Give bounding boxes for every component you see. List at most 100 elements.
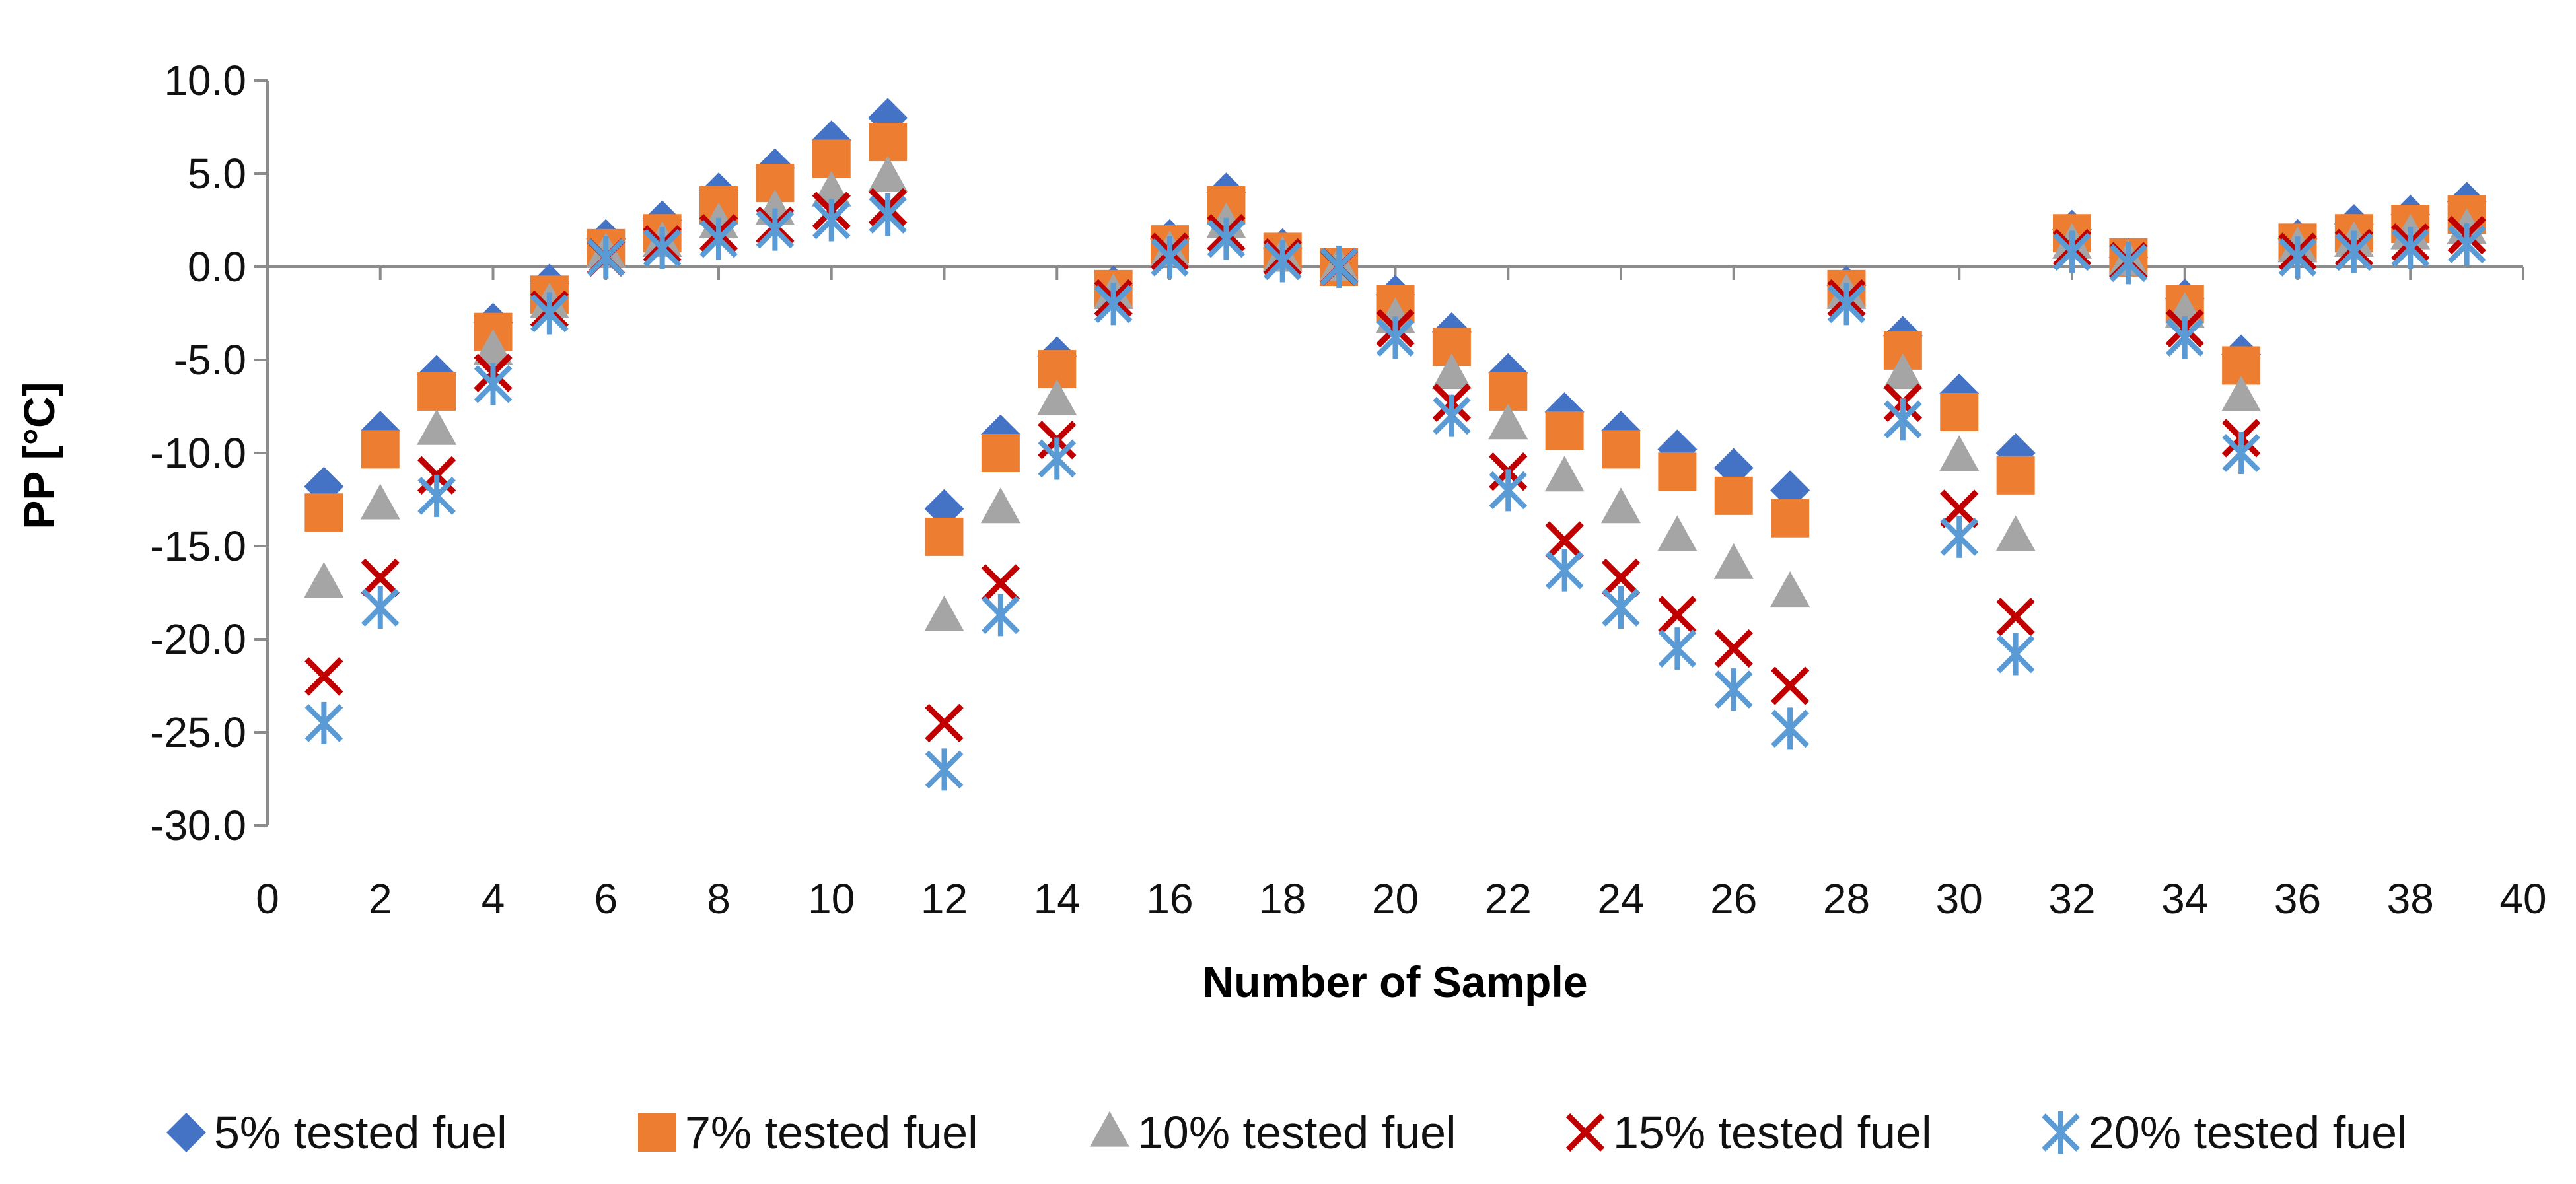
x-tick-label: 20	[1372, 875, 1419, 923]
data-point	[1601, 558, 1641, 598]
data-point	[1602, 430, 1640, 469]
data-point	[1658, 627, 1697, 670]
legend-marker	[638, 1113, 676, 1152]
data-point	[2391, 226, 2430, 269]
x-tick-label: 2	[369, 875, 392, 923]
data-point	[1771, 707, 1809, 750]
legend-label: 20% tested fuel	[2089, 1107, 2408, 1158]
legend-marker	[1565, 1113, 1605, 1152]
data-point	[1094, 283, 1133, 326]
data-point	[360, 483, 400, 520]
y-tick-label: -20.0	[150, 615, 246, 663]
data-point	[587, 236, 626, 279]
y-tick-label: -15.0	[150, 522, 246, 570]
series-5	[304, 193, 2486, 791]
data-point	[1770, 666, 1810, 705]
data-point	[361, 558, 400, 598]
data-point	[1545, 549, 1584, 592]
x-tick-label: 18	[1259, 875, 1306, 923]
x-tick-label: 22	[1485, 875, 1532, 923]
legend-marker	[2042, 1111, 2080, 1154]
y-tick-label: 0.0	[188, 243, 246, 291]
data-point	[1995, 515, 2036, 551]
data-point	[304, 657, 343, 696]
x-tick-label: 28	[1823, 875, 1870, 923]
data-point	[1658, 452, 1697, 491]
data-point	[361, 586, 400, 629]
data-point	[1037, 379, 1077, 415]
x-tick-label: 26	[1710, 875, 1757, 923]
axes	[254, 79, 2524, 827]
data-point	[980, 487, 1020, 524]
data-point	[1320, 246, 1358, 288]
legend-label: 10% tested fuel	[1137, 1107, 1456, 1158]
data-point	[869, 193, 907, 236]
data-point	[417, 409, 457, 445]
data-point	[925, 748, 964, 791]
y-tick-label: -10.0	[150, 429, 246, 477]
x-tick-labels: 0 2 4 6 8 10 12 14 16 18 20 22 24 26 28 30 32 34 36 38 40	[256, 875, 2546, 923]
x-tick-label: 32	[2048, 875, 2095, 923]
data-point	[1488, 403, 1528, 440]
data-point	[1884, 398, 1922, 441]
y-tick-label: -5.0	[174, 336, 246, 384]
x-tick-label: 24	[1597, 875, 1644, 923]
data-point	[2165, 316, 2204, 359]
data-point	[1263, 240, 1302, 283]
data-point	[1601, 487, 1641, 524]
data-point	[1151, 236, 1189, 279]
legend: 5% tested fuel 7% tested fuel 10% tested f…	[166, 1107, 2408, 1158]
data-point	[981, 564, 1020, 603]
data-point	[1714, 668, 1753, 711]
data-point	[2447, 223, 2486, 266]
legend-label: 15% tested fuel	[1613, 1107, 1932, 1158]
x-tick-label: 34	[2161, 875, 2208, 923]
y-tick-label: -30.0	[150, 802, 246, 849]
data-point	[2222, 432, 2260, 474]
y-tick-label: 5.0	[188, 150, 246, 197]
legend-item: 7% tested fuel	[638, 1107, 978, 1158]
data-point	[1544, 456, 1585, 492]
data-point	[1996, 633, 2035, 676]
data-point	[2221, 376, 2262, 411]
data-point	[1602, 586, 1640, 629]
data-point	[417, 372, 456, 411]
data-point	[924, 595, 964, 631]
data-point	[361, 430, 400, 469]
data-point	[756, 208, 795, 251]
data-point	[982, 594, 1020, 637]
data-point	[1433, 394, 1471, 437]
data-point	[304, 701, 343, 744]
data-point	[530, 292, 569, 335]
data-point	[1489, 469, 1528, 512]
data-point	[1376, 316, 1415, 359]
data-point	[1658, 596, 1697, 635]
series-3	[304, 156, 2487, 631]
data-point	[925, 517, 964, 556]
data-point	[868, 156, 908, 192]
data-point	[699, 217, 738, 260]
data-point	[473, 329, 513, 365]
x-tick-label: 38	[2387, 875, 2434, 923]
data-point	[1882, 353, 1923, 390]
data-point	[417, 474, 456, 517]
legend-label: 7% tested fuel	[685, 1107, 978, 1158]
x-tick-label: 4	[482, 875, 505, 923]
data-point	[1771, 499, 1810, 538]
data-point	[304, 493, 343, 532]
data-point	[1770, 571, 1810, 608]
legend-item: 5% tested fuel	[166, 1107, 507, 1158]
data-point	[869, 123, 908, 162]
data-point	[2278, 236, 2317, 279]
data-point	[1431, 353, 1472, 390]
legend-item: 20% tested fuel	[2042, 1107, 2408, 1158]
legend-item: 15% tested fuel	[1565, 1107, 1932, 1158]
data-point	[1713, 543, 1754, 579]
data-point	[1940, 392, 1979, 431]
x-tick-label: 30	[1936, 875, 1983, 923]
x-tick-label: 8	[707, 875, 731, 923]
x-tick-label: 6	[594, 875, 618, 923]
x-axis-title: Number of Sample	[1202, 958, 1587, 1006]
x-tick-label: 14	[1034, 875, 1081, 923]
